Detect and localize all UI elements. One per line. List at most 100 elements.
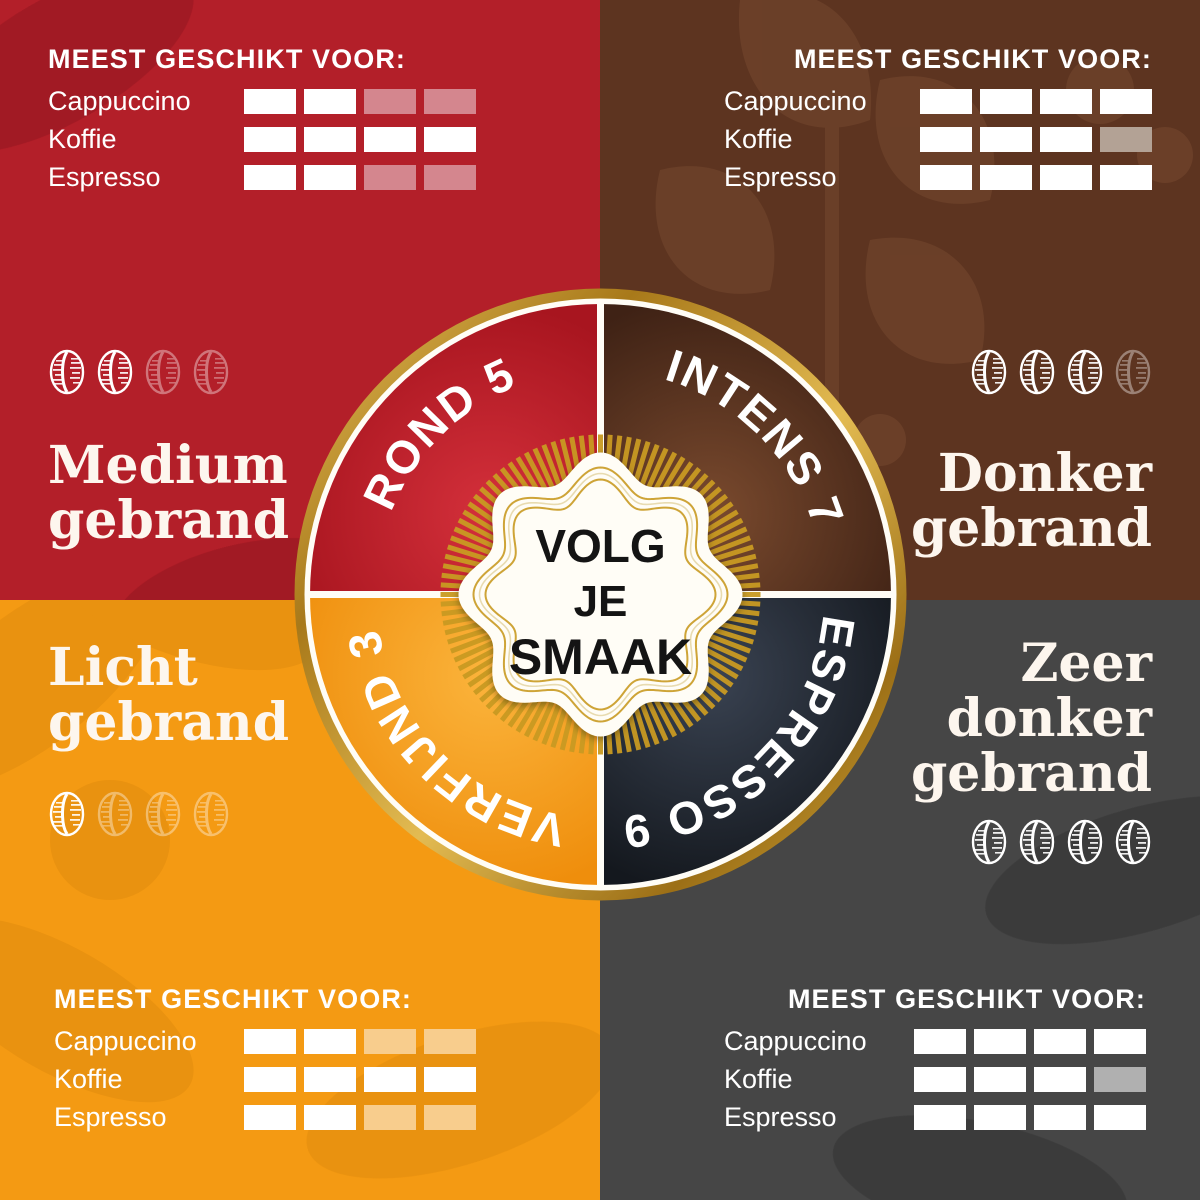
drink-label: Koffie (54, 1063, 123, 1094)
rating-bar-empty (424, 1104, 476, 1130)
suitability-block-zeer-donker: MEEST GESCHIKT VOOR: Cappuccino Koffie E… (724, 984, 1146, 1136)
rating-bars (920, 88, 1152, 114)
rating-bars (244, 1104, 476, 1130)
drink-label: Cappuccino (724, 85, 867, 116)
rating-bar-empty (424, 164, 476, 190)
flavour-wheel: ROND 5 INTENS 7 VERFIJND 3 ESPRESSO 9 VO… (288, 282, 913, 907)
bean-rating-donker (970, 348, 1152, 396)
bean-rating-zeer-donker (970, 818, 1152, 866)
suitability-row-cappuccino: Cappuccino (48, 82, 476, 120)
drink-label: Koffie (48, 123, 117, 154)
badge-line-2: JE (574, 577, 628, 626)
rating-bars (920, 164, 1152, 190)
rating-bars (244, 1066, 476, 1092)
drink-label: Espresso (724, 1101, 837, 1132)
coffee-bean-icon (49, 349, 85, 395)
rating-bar-filled (914, 1028, 966, 1054)
suitability-title: MEEST GESCHIKT VOOR: (54, 984, 413, 1014)
rating-bar-filled (914, 1066, 966, 1092)
rating-bar-filled (244, 1066, 296, 1092)
roast-label-medium: Medium gebrand (48, 435, 290, 552)
rating-bar-filled (980, 88, 1032, 114)
coffee-bean-icon (193, 349, 229, 395)
suitability-row-espresso: Espresso (724, 158, 1152, 196)
suitability-title: MEEST GESCHIKT VOOR: (787, 984, 1146, 1014)
bean-rating-medium (48, 348, 230, 396)
rating-bar-empty (364, 164, 416, 190)
rating-bar-filled (914, 1104, 966, 1130)
suitability-row-koffie: Koffie (724, 1060, 1146, 1098)
rating-bar-filled (980, 164, 1032, 190)
drink-label: Espresso (54, 1101, 167, 1132)
rating-bar-filled (920, 126, 972, 152)
rating-bar-empty (424, 88, 476, 114)
rating-bar-filled (974, 1066, 1026, 1092)
coffee-bean-icon (1019, 819, 1055, 865)
drink-label: Espresso (724, 161, 837, 192)
bean-rating-licht (48, 790, 230, 838)
rating-bar-filled (244, 164, 296, 190)
rating-bars (920, 126, 1152, 152)
rating-bar-filled (920, 164, 972, 190)
suitability-row-espresso: Espresso (48, 158, 476, 196)
rating-bar-filled (424, 126, 476, 152)
coffee-bean-icon (1067, 819, 1103, 865)
rating-bar-filled (304, 1028, 356, 1054)
rating-bars (244, 126, 476, 152)
suitability-row-espresso: Espresso (724, 1098, 1146, 1136)
badge-inner-line (472, 466, 729, 723)
rating-bar-filled (1034, 1104, 1086, 1130)
rating-bar-filled (304, 1066, 356, 1092)
drink-label: Cappuccino (724, 1025, 867, 1056)
rating-bar-filled (1040, 164, 1092, 190)
rating-bars (914, 1028, 1146, 1054)
rating-bar-filled (974, 1104, 1026, 1130)
suitability-row-cappuccino: Cappuccino (724, 82, 1152, 120)
rating-bar-filled (920, 88, 972, 114)
center-badge (458, 452, 743, 737)
badge-line-3: SMAAK (509, 629, 692, 685)
rating-bar-filled (1100, 164, 1152, 190)
rating-bar-empty (1094, 1066, 1146, 1092)
rating-bar-filled (1094, 1104, 1146, 1130)
coffee-bean-icon (1067, 349, 1103, 395)
roast-label-donker: Donker gebrand (910, 443, 1152, 560)
rating-bar-filled (974, 1028, 1026, 1054)
drink-label: Cappuccino (54, 1025, 197, 1056)
badge-line-1: VOLG (535, 520, 665, 572)
rating-bar-filled (1040, 126, 1092, 152)
coffee-bean-icon (49, 791, 85, 837)
suitability-row-koffie: Koffie (54, 1060, 476, 1098)
rating-bar-empty (364, 88, 416, 114)
coffee-bean-icon (145, 791, 181, 837)
rating-bar-filled (244, 1104, 296, 1130)
suitability-block-licht: MEEST GESCHIKT VOOR: Cappuccino Koffie E… (54, 984, 476, 1136)
badge-inner-line (478, 472, 723, 717)
suitability-row-espresso: Espresso (54, 1098, 476, 1136)
rating-bar-filled (304, 164, 356, 190)
rating-bar-filled (980, 126, 1032, 152)
rating-bar-filled (364, 1066, 416, 1092)
drink-label: Koffie (724, 123, 793, 154)
rating-bars (914, 1066, 1146, 1092)
coffee-bean-icon (193, 791, 229, 837)
coffee-bean-icon (971, 819, 1007, 865)
drink-label: Koffie (724, 1063, 793, 1094)
rating-bar-empty (364, 1104, 416, 1130)
suitability-block-donker: MEEST GESCHIKT VOOR: Cappuccino Koffie E… (724, 44, 1152, 196)
suitability-row-cappuccino: Cappuccino (724, 1022, 1146, 1060)
suitability-row-koffie: Koffie (724, 120, 1152, 158)
rating-bar-empty (424, 1028, 476, 1054)
rating-bar-filled (244, 88, 296, 114)
rating-bar-filled (1034, 1066, 1086, 1092)
rating-bar-filled (1094, 1028, 1146, 1054)
roast-label-licht: Licht gebrand (48, 637, 290, 754)
rating-bar-filled (1100, 88, 1152, 114)
rating-bar-filled (304, 126, 356, 152)
badge-inner-line (484, 478, 717, 711)
roast-label-zeer-donker: Zeer donker gebrand (910, 633, 1152, 805)
rating-bar-filled (1040, 88, 1092, 114)
badge-inner-fill (491, 485, 710, 704)
coffee-bean-icon (1019, 349, 1055, 395)
